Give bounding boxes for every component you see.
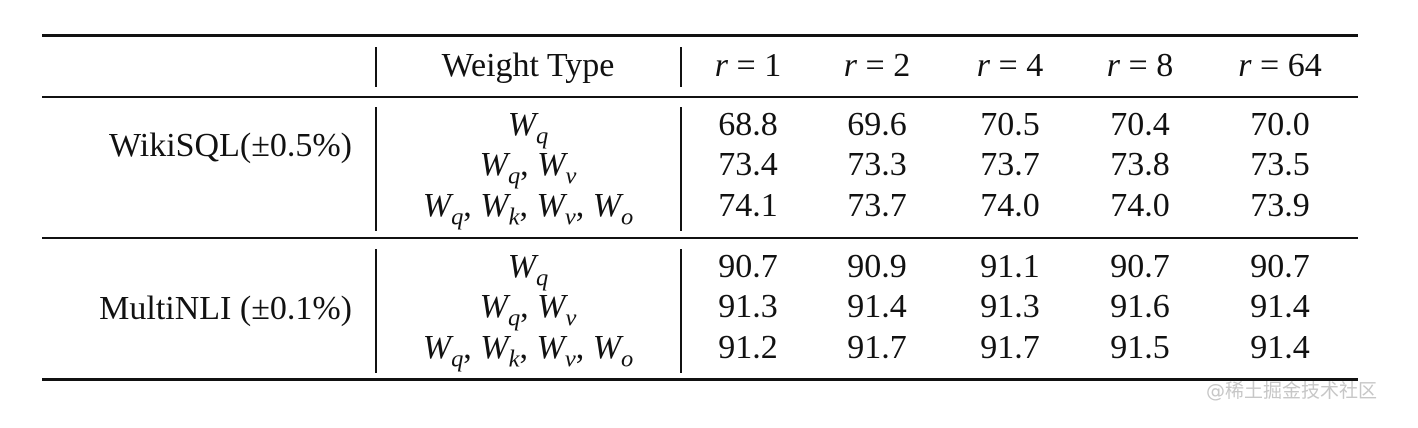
score-cell: 74.1	[718, 187, 778, 224]
header-rule	[42, 96, 1358, 98]
score-cell: 73.5	[1250, 146, 1310, 183]
header-separator-right	[680, 47, 682, 87]
score-cell: 74.0	[1110, 187, 1170, 224]
score-cell: 90.7	[718, 248, 778, 285]
score-cell: 91.2	[718, 329, 778, 366]
score-cell: 91.7	[980, 329, 1040, 366]
top-rule	[42, 34, 1358, 37]
score-cell: 70.0	[1250, 106, 1310, 143]
score-cell: 91.7	[847, 329, 907, 366]
weight-type-cell: Wq, Wv	[479, 288, 577, 332]
rank-header: r = 1	[714, 47, 782, 84]
score-cell: 73.3	[847, 146, 907, 183]
dataset-label-wikisql: WikiSQL(±0.5%)	[109, 127, 352, 164]
weight-type-cell: Wq	[507, 248, 549, 292]
score-cell: 68.8	[718, 106, 778, 143]
group1-separator-right	[680, 107, 682, 231]
score-cell: 73.7	[980, 146, 1040, 183]
bottom-rule	[42, 378, 1358, 381]
score-cell: 91.3	[718, 288, 778, 325]
rank-header: r = 64	[1238, 47, 1322, 84]
score-cell: 90.7	[1110, 248, 1170, 285]
score-cell: 91.6	[1110, 288, 1170, 325]
dataset-label-multinli: MultiNLI (±0.1%)	[99, 290, 352, 327]
score-cell: 90.7	[1250, 248, 1310, 285]
group1-separator-left	[375, 107, 377, 231]
score-cell: 69.6	[847, 106, 907, 143]
weight-type-cell: Wq, Wk, Wv, Wo	[422, 329, 634, 373]
score-cell: 91.4	[1250, 329, 1310, 366]
score-cell: 91.5	[1110, 329, 1170, 366]
score-cell: 73.9	[1250, 187, 1310, 224]
header-separator-left	[375, 47, 377, 87]
weight-type-cell: Wq, Wk, Wv, Wo	[422, 187, 634, 231]
rank-header: r = 4	[976, 47, 1044, 84]
group2-separator-left	[375, 249, 377, 373]
weight-type-cell: Wq	[507, 106, 549, 150]
score-cell: 91.1	[980, 248, 1040, 285]
rank-header: r = 2	[843, 47, 911, 84]
score-cell: 73.7	[847, 187, 907, 224]
rank-header: r = 8	[1106, 47, 1174, 84]
group2-separator-right	[680, 249, 682, 373]
score-cell: 73.8	[1110, 146, 1170, 183]
score-cell: 91.4	[847, 288, 907, 325]
score-cell: 70.5	[980, 106, 1040, 143]
watermark: @稀土掘金技术社区	[1206, 380, 1378, 402]
score-cell: 90.9	[847, 248, 907, 285]
group-rule	[42, 237, 1358, 239]
weight-type-cell: Wq, Wv	[479, 146, 577, 190]
score-cell: 70.4	[1110, 106, 1170, 143]
score-cell: 91.3	[980, 288, 1040, 325]
score-cell: 73.4	[718, 146, 778, 183]
score-cell: 91.4	[1250, 288, 1310, 325]
header-weight-type: Weight Type	[441, 47, 615, 84]
score-cell: 74.0	[980, 187, 1040, 224]
